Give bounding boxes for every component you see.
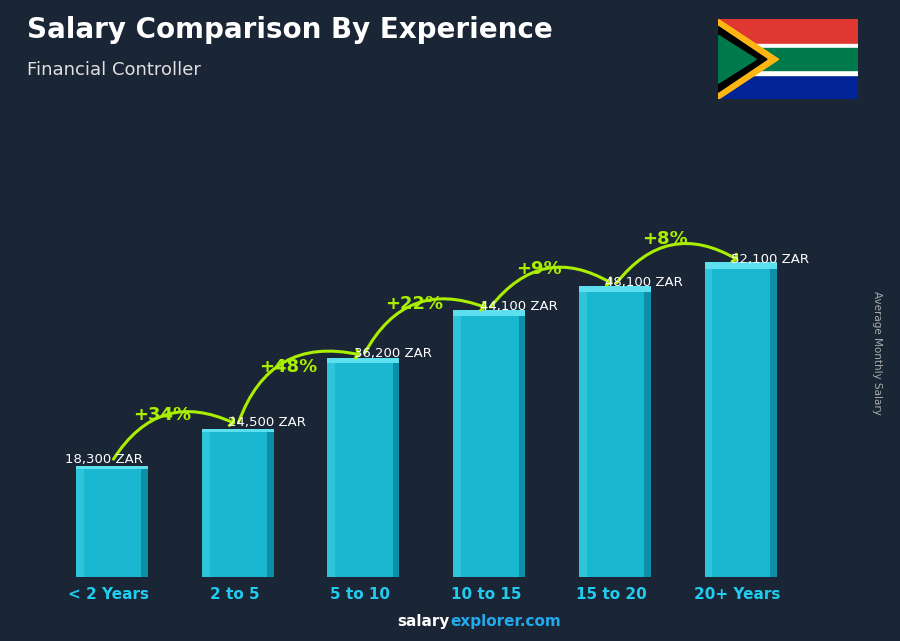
- Bar: [770, 269, 777, 577]
- Bar: [718, 19, 858, 46]
- Bar: [518, 316, 525, 577]
- Text: Average Monthly Salary: Average Monthly Salary: [872, 290, 883, 415]
- Text: 44,100 ZAR: 44,100 ZAR: [480, 300, 557, 313]
- Bar: [705, 262, 777, 269]
- Text: +34%: +34%: [133, 406, 192, 424]
- Bar: [267, 432, 274, 577]
- Text: 52,100 ZAR: 52,100 ZAR: [731, 253, 809, 265]
- Text: +48%: +48%: [259, 358, 317, 376]
- Bar: [579, 286, 651, 292]
- Bar: [454, 316, 461, 577]
- Bar: [718, 72, 858, 99]
- Bar: [705, 269, 713, 577]
- Bar: [202, 432, 267, 577]
- Text: +8%: +8%: [643, 230, 688, 248]
- Text: Salary Comparison By Experience: Salary Comparison By Experience: [27, 16, 553, 44]
- Bar: [579, 292, 587, 577]
- Bar: [454, 316, 518, 577]
- Bar: [454, 310, 525, 316]
- Bar: [202, 432, 210, 577]
- Bar: [76, 469, 141, 577]
- Text: 18,300 ZAR: 18,300 ZAR: [65, 453, 142, 465]
- Bar: [705, 269, 770, 577]
- Text: 48,100 ZAR: 48,100 ZAR: [606, 276, 683, 289]
- Bar: [718, 44, 858, 49]
- Bar: [76, 469, 84, 577]
- Text: +22%: +22%: [384, 294, 443, 313]
- Text: 36,200 ZAR: 36,200 ZAR: [354, 347, 432, 360]
- Bar: [644, 292, 651, 577]
- Text: salary: salary: [398, 615, 450, 629]
- Bar: [328, 363, 336, 577]
- Bar: [392, 363, 400, 577]
- Text: Financial Controller: Financial Controller: [27, 61, 201, 79]
- Polygon shape: [718, 19, 778, 99]
- Polygon shape: [718, 26, 767, 92]
- Polygon shape: [718, 35, 756, 83]
- Bar: [202, 429, 274, 432]
- Text: explorer.com: explorer.com: [450, 615, 561, 629]
- Bar: [579, 292, 644, 577]
- Bar: [328, 358, 400, 363]
- Bar: [328, 363, 392, 577]
- Bar: [141, 469, 148, 577]
- Text: 24,500 ZAR: 24,500 ZAR: [228, 416, 306, 429]
- Text: +9%: +9%: [517, 260, 562, 278]
- Bar: [718, 49, 858, 70]
- Bar: [76, 465, 148, 469]
- Bar: [718, 70, 858, 75]
